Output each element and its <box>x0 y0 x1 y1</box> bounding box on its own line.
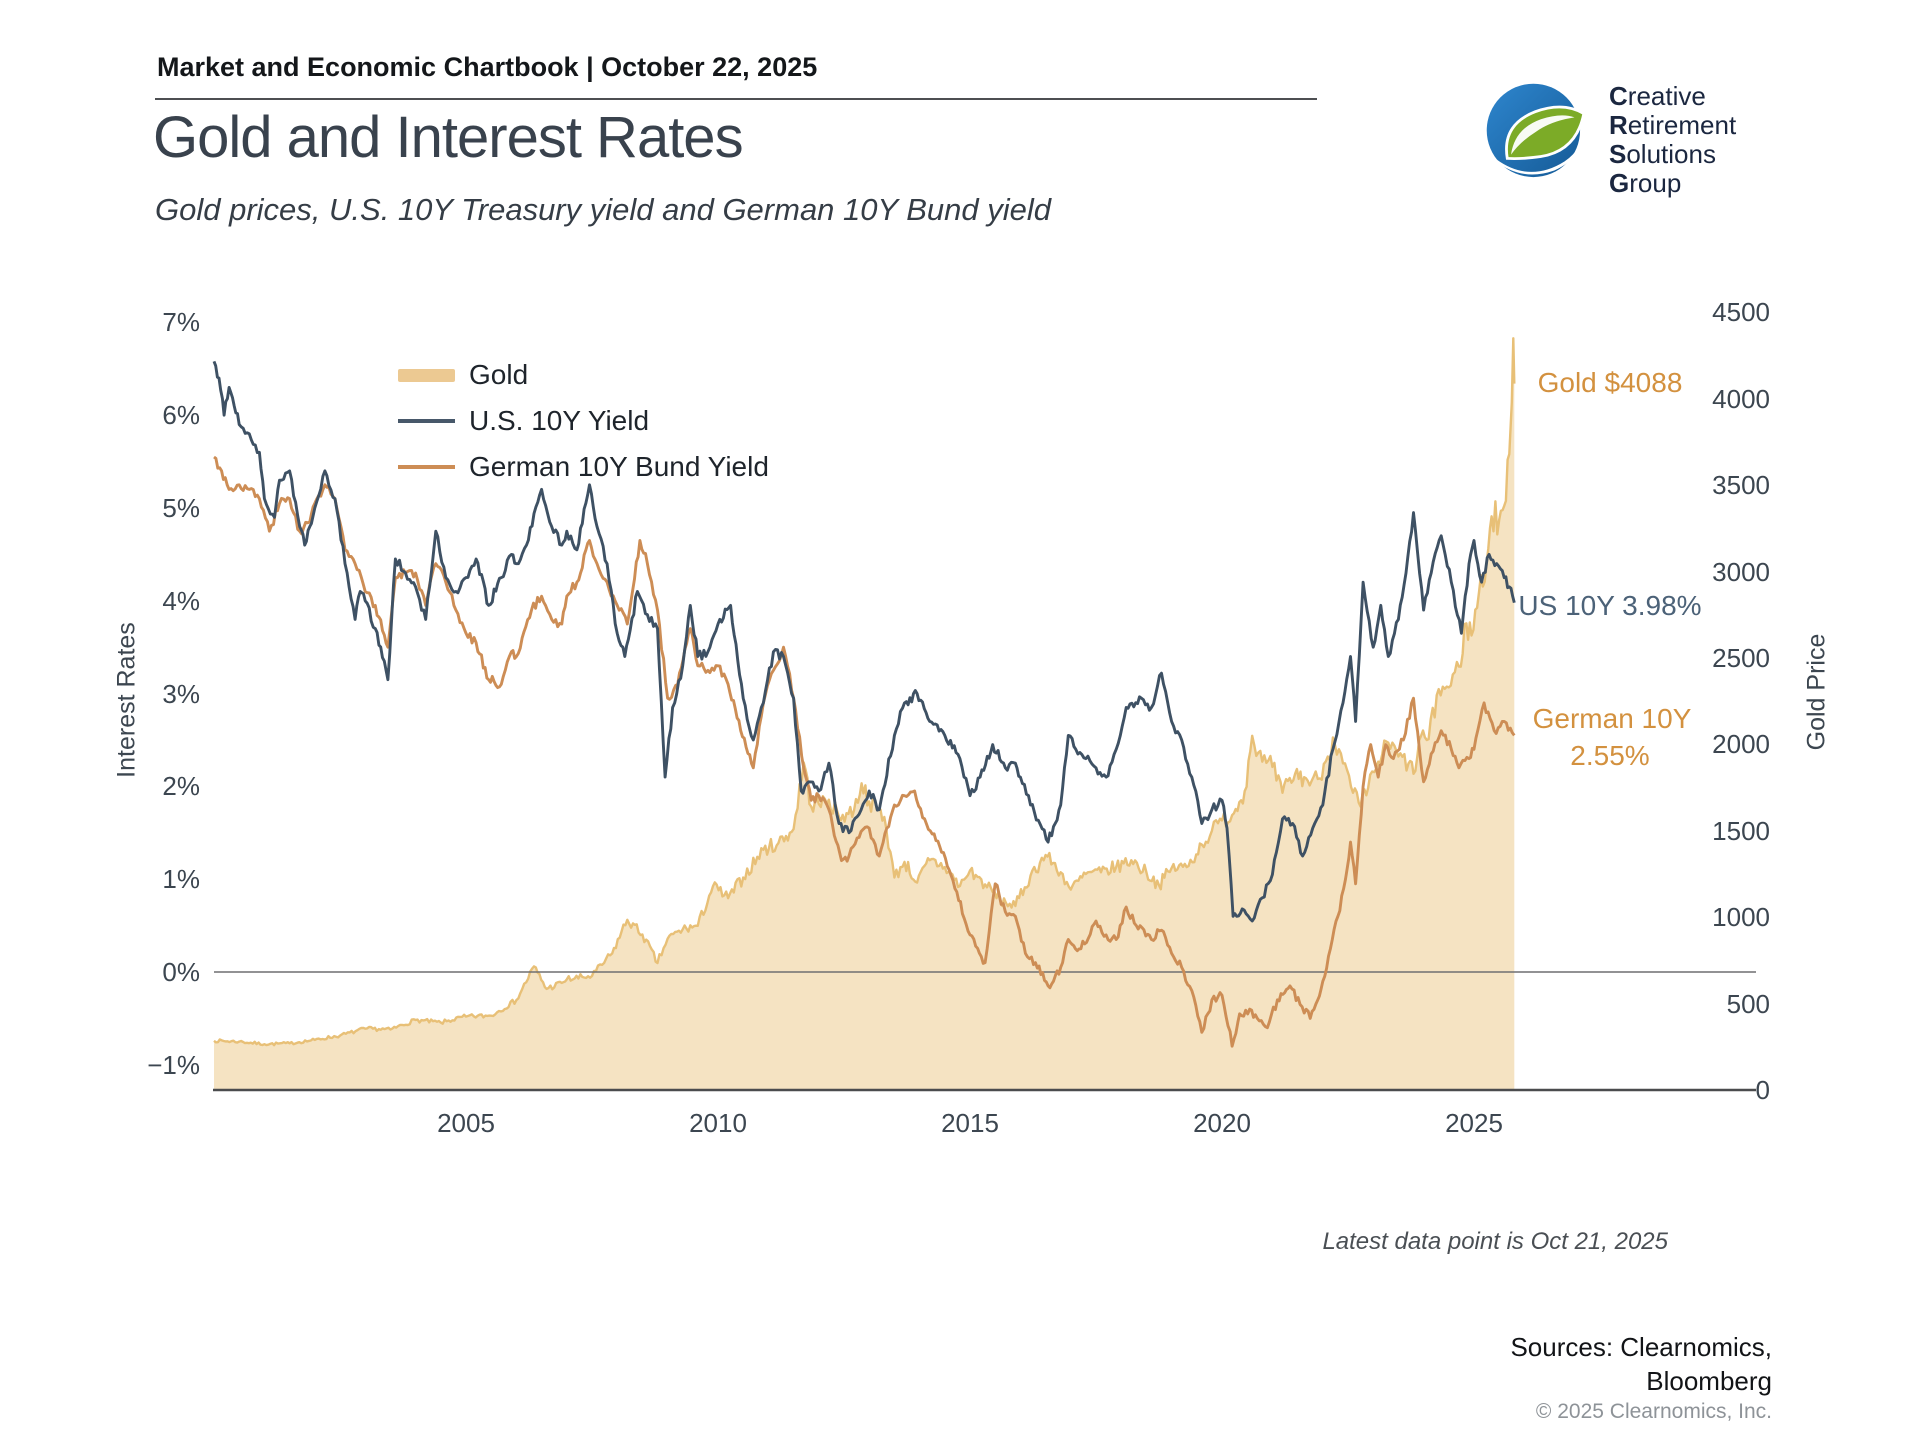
left-axis-tick: 5% <box>162 493 200 523</box>
left-axis-tick: 6% <box>162 400 200 431</box>
left-axis-title: Interest Rates <box>112 622 141 778</box>
copyright-text: © 2025 Clearnomics, Inc. <box>1535 1400 1772 1423</box>
sources-text: Sources: Clearnomics, Bloomberg <box>1510 1332 1772 1396</box>
right-axis-tick: 2000 <box>1712 729 1770 760</box>
left-axis-tick: 7% <box>162 307 200 338</box>
right-axis-tick: 1500 <box>1712 815 1770 846</box>
x-axis-tick: 2025 <box>1445 1108 1503 1138</box>
us10y-swatch-icon <box>398 419 455 423</box>
gold-swatch-icon <box>398 368 455 382</box>
logo-word-solutions: Solutions <box>1609 139 1716 169</box>
logo-word-creative: Creative <box>1609 81 1706 111</box>
page-title: Gold and Interest Rates <box>153 105 744 170</box>
logo-word-retirement: Retirement <box>1609 110 1737 140</box>
german10y-value-annotation: 2.55% <box>1570 740 1650 771</box>
logo-wordmark: Creative Retirement Solutions Group <box>1609 82 1736 198</box>
german10y-label-annotation: German 10Y <box>1532 703 1692 734</box>
right-axis-tick: 2500 <box>1712 643 1770 673</box>
right-axis-tick: 500 <box>1726 988 1770 1019</box>
gold-value-annotation: Gold $4088 <box>1537 367 1683 398</box>
x-axis-tick: 2005 <box>437 1108 495 1138</box>
left-axis-tick: 2% <box>162 771 200 802</box>
right-axis-title: Gold Price <box>1802 633 1831 751</box>
german10y-swatch-icon <box>398 465 455 469</box>
left-axis-tick: 4% <box>162 585 200 616</box>
x-axis-tick: 2015 <box>941 1108 999 1138</box>
right-axis-tick: 3500 <box>1712 470 1770 501</box>
page-subtitle: Gold prices, U.S. 10Y Treasury yield and… <box>155 192 1052 227</box>
right-axis-tick: 1000 <box>1712 902 1770 933</box>
latest-data-footnote: Latest data point is Oct 21, 2025 <box>1322 1228 1668 1255</box>
x-axis-tick: 2020 <box>1193 1108 1251 1138</box>
legend-item-us10y: U.S. 10Y Yield <box>398 398 769 444</box>
right-axis-tick: 3000 <box>1712 556 1770 587</box>
legend-item-german10y: German 10Y Bund Yield <box>398 444 769 490</box>
logo-mark-icon <box>1486 83 1587 178</box>
x-axis-tick: 2010 <box>689 1108 747 1138</box>
left-axis-tick: 1% <box>162 864 200 895</box>
right-axis-tick: 0 <box>1755 1075 1770 1105</box>
header-rule <box>155 98 1317 100</box>
right-axis-tick: 4000 <box>1712 383 1770 414</box>
us10y-value-annotation: US 10Y 3.98% <box>1518 590 1702 621</box>
chartbook-header: Market and Economic Chartbook | October … <box>157 52 818 82</box>
logo-word-group: Group <box>1609 168 1682 198</box>
chart-legend: Gold U.S. 10Y Yield German 10Y Bund Yiel… <box>398 352 769 490</box>
left-axis-tick: −1% <box>147 1049 200 1080</box>
legend-item-gold: Gold <box>398 352 769 398</box>
left-axis-tick: 0% <box>162 957 200 987</box>
right-axis-tick: 4500 <box>1712 297 1770 328</box>
left-axis-tick: 3% <box>162 678 200 709</box>
company-logo: Creative Retirement Solutions Group <box>1483 80 1736 198</box>
